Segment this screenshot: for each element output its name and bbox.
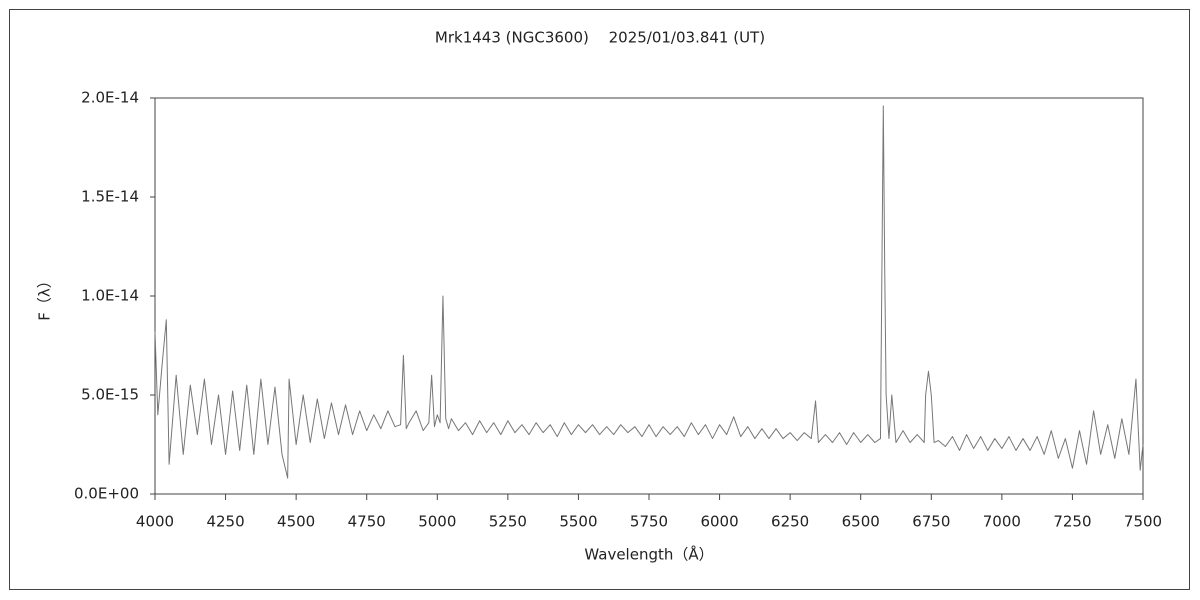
- x-tick-label: 6750: [912, 513, 950, 531]
- x-tick-label: 7000: [983, 513, 1021, 531]
- plot-area: [154, 97, 1144, 495]
- x-tick-label: 4750: [348, 513, 386, 531]
- y-tick-label: 0.0E+00: [74, 485, 139, 503]
- y-tick-label: 1.5E-14: [81, 188, 139, 206]
- x-tick-label: 6500: [842, 513, 880, 531]
- x-tick-label: 4250: [206, 513, 244, 531]
- x-tick-label: 7250: [1053, 513, 1091, 531]
- y-tick-label: 2.0E-14: [81, 89, 139, 107]
- y-tick-label: 5.0E-15: [81, 386, 139, 404]
- x-tick-label: 5000: [418, 513, 456, 531]
- x-tick-label: 6250: [771, 513, 809, 531]
- chart-frame: [9, 9, 1190, 590]
- x-tick-label: 5750: [630, 513, 668, 531]
- y-tick-label: 1.0E-14: [81, 287, 139, 305]
- chart-title: Mrk1443 (NGC3600) 2025/01/03.841 (UT): [435, 29, 765, 47]
- x-tick-label: 7500: [1124, 513, 1162, 531]
- x-tick-label: 4000: [136, 513, 174, 531]
- x-tick-label: 5500: [559, 513, 597, 531]
- y-axis-label: F（λ）: [36, 273, 54, 321]
- x-tick-label: 4500: [277, 513, 315, 531]
- x-axis-label: Wavelength（Å）: [584, 545, 713, 564]
- x-tick-label: 5250: [489, 513, 527, 531]
- x-tick-label: 6000: [700, 513, 738, 531]
- spectrum-line: [154, 105, 1144, 479]
